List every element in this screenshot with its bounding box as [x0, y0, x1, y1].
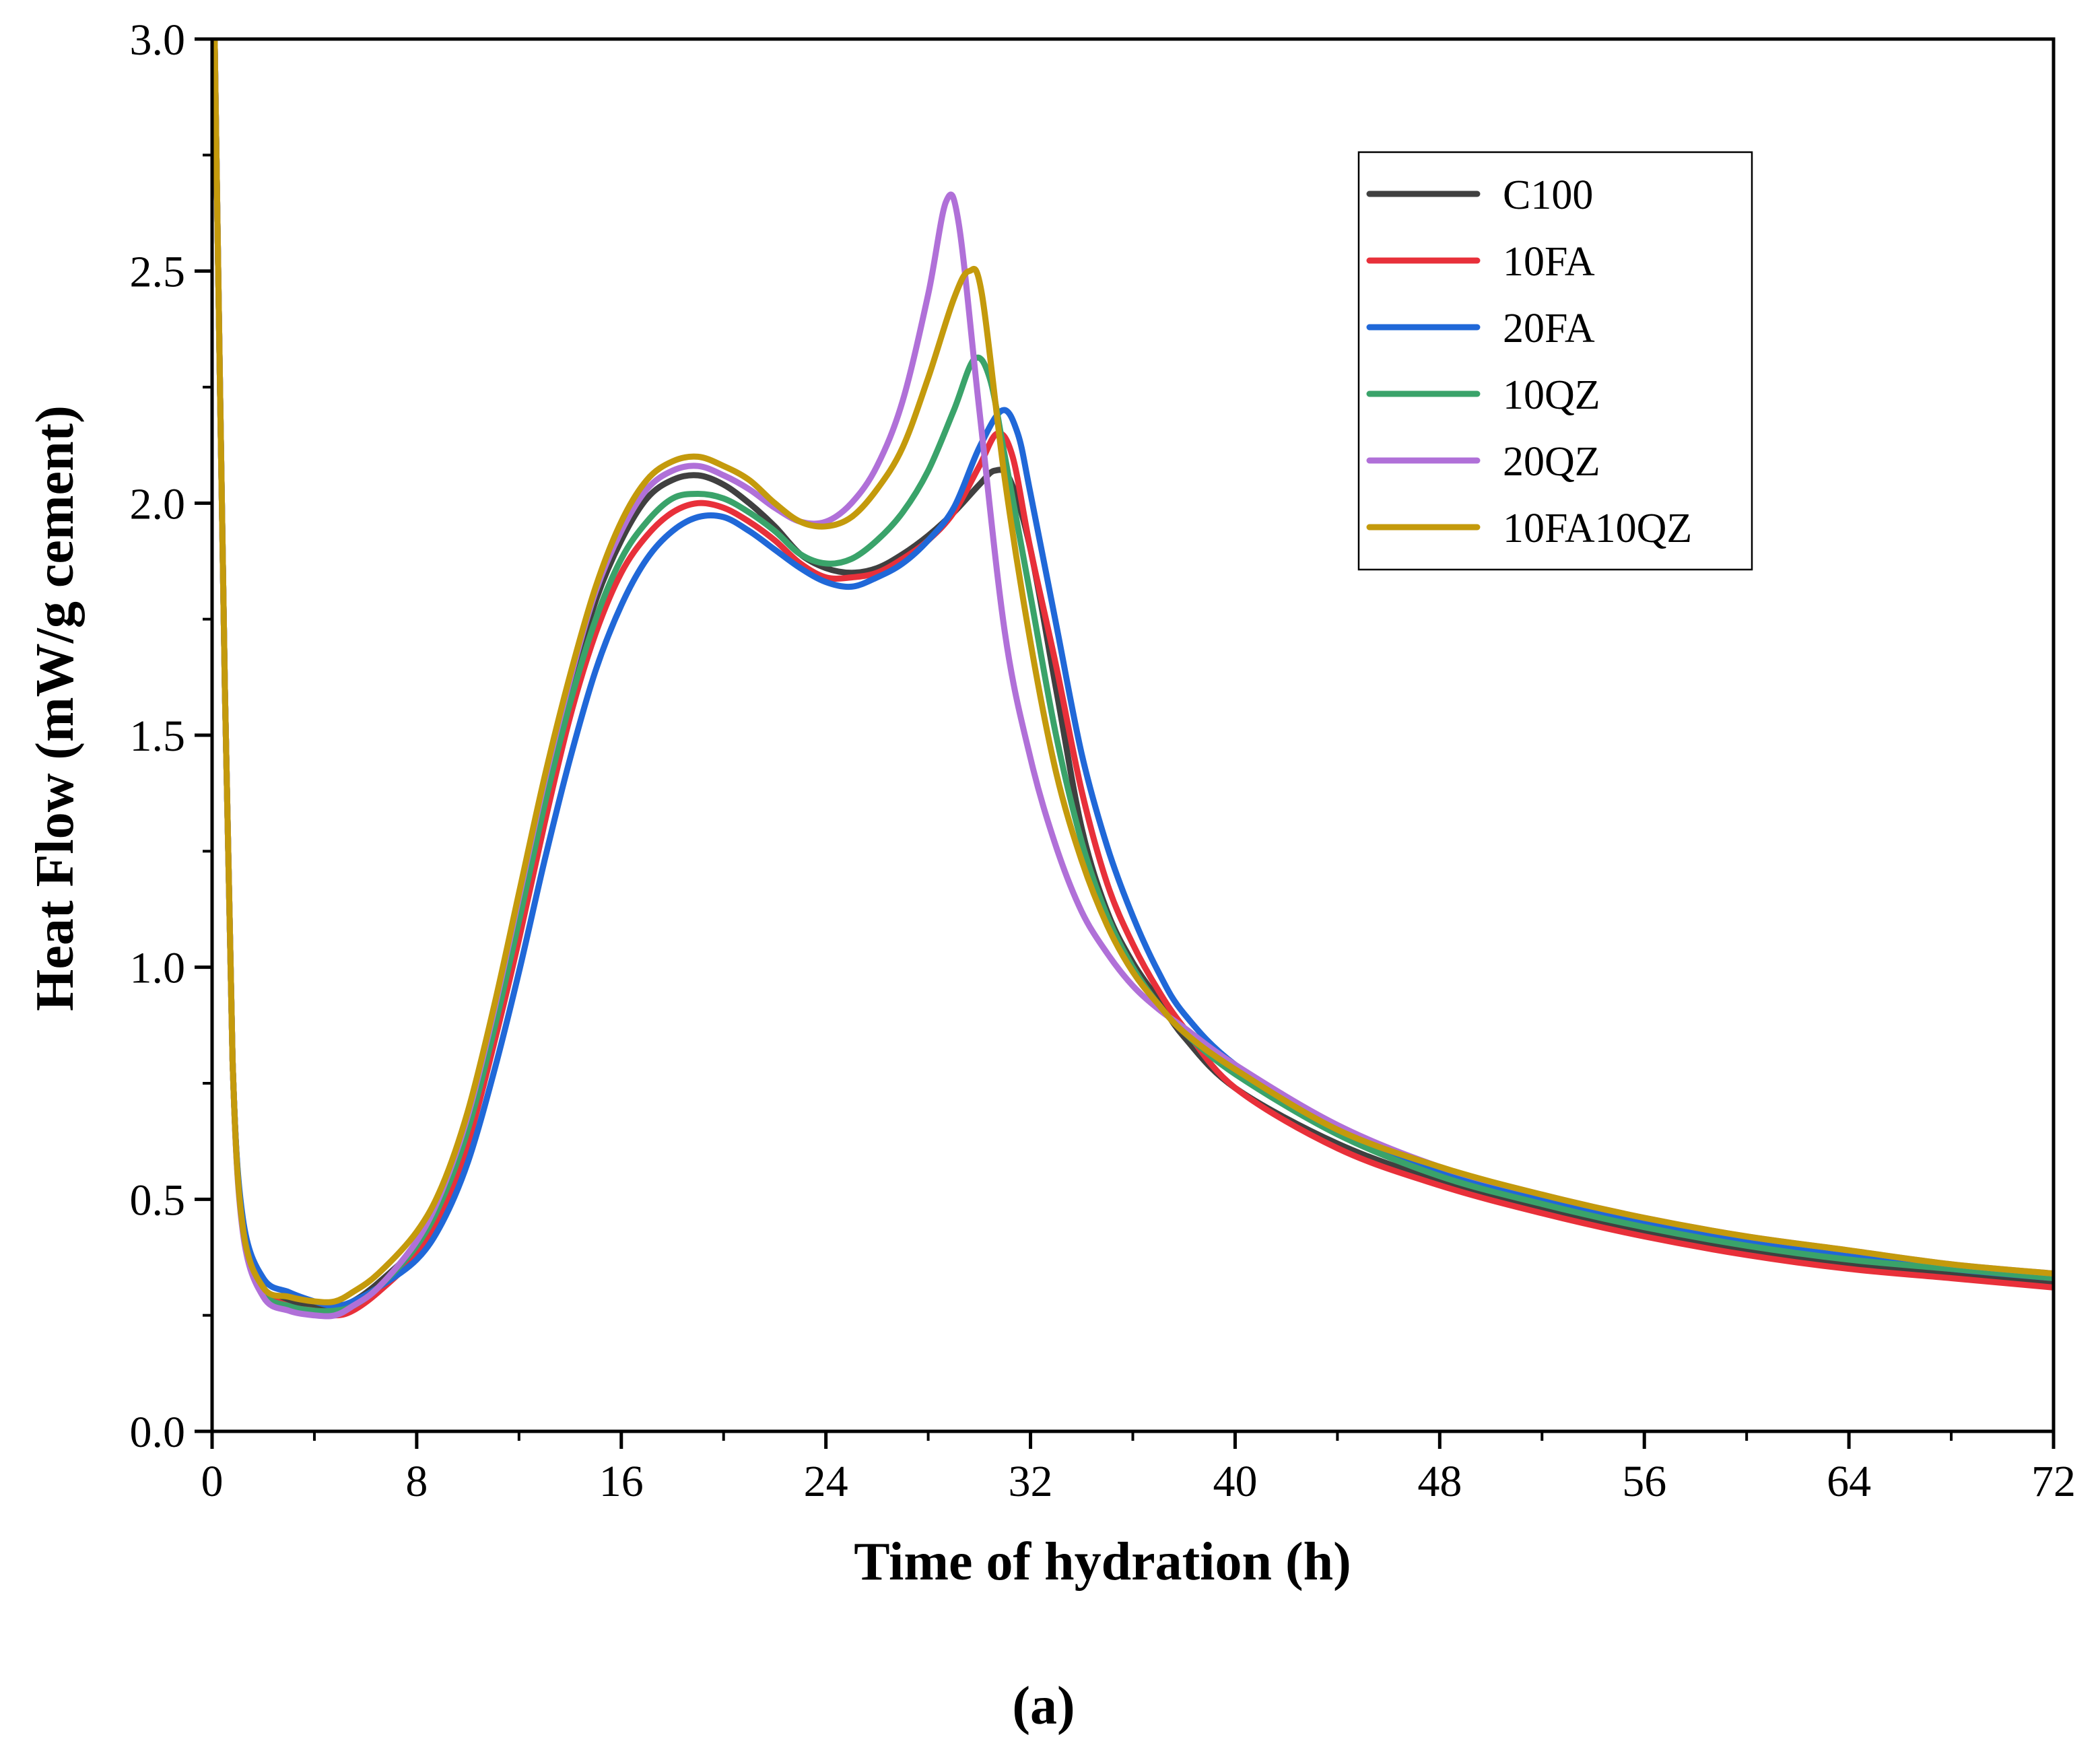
legend-label-10qz: 10QZ [1503, 372, 1600, 418]
x-tick-label: 8 [405, 1457, 428, 1506]
x-tick-label: 72 [2031, 1457, 2076, 1506]
y-tick-label: 2.5 [130, 248, 186, 297]
y-tick-label: 1.0 [130, 944, 186, 993]
y-axis-title: Heat Flow (mW/g cement) [26, 405, 85, 1011]
x-tick-label: 64 [1827, 1457, 1871, 1506]
y-axis-ticks: 0.0 0.5 1.0 1.5 2.0 2.5 3.0 [130, 15, 212, 1457]
legend: C100 10FA 20FA 10QZ 20QZ 10FA10QZ [1357, 151, 1753, 571]
x-tick-label: 40 [1213, 1457, 1257, 1506]
y-tick-label: 2.0 [130, 479, 186, 529]
series-line-c100 [212, 39, 2054, 1310]
legend-label-20qz: 20QZ [1503, 439, 1600, 485]
y-tick-label: 0.5 [130, 1176, 186, 1225]
x-tick-label: 56 [1622, 1457, 1666, 1506]
legend-label-c100: C100 [1503, 172, 1593, 218]
x-axis-ticks: 0 8 16 24 32 40 48 56 64 72 [201, 1431, 2076, 1506]
legend-box [1357, 151, 1753, 571]
series-line-10fa10qz [212, 39, 2054, 1305]
figure-caption: (a) [1012, 1676, 1075, 1736]
legend-label-10fa: 10FA [1503, 239, 1595, 285]
x-tick-label: 16 [599, 1457, 644, 1506]
legend-label-10fa10qz: 10FA10QZ [1503, 506, 1692, 551]
x-tick-label: 24 [804, 1457, 848, 1506]
series-line-10qz [212, 39, 2054, 1315]
x-tick-label: 0 [201, 1457, 224, 1506]
y-tick-label: 1.5 [130, 712, 186, 761]
legend-label-20fa: 20FA [1503, 306, 1595, 351]
series-layer [212, 39, 2054, 1320]
x-tick-label: 32 [1009, 1457, 1053, 1506]
y-tick-label: 0.0 [130, 1408, 186, 1457]
x-tick-label: 48 [1417, 1457, 1462, 1506]
x-axis-title: Time of hydration (h) [854, 1532, 1351, 1592]
y-tick-label: 3.0 [130, 15, 186, 65]
